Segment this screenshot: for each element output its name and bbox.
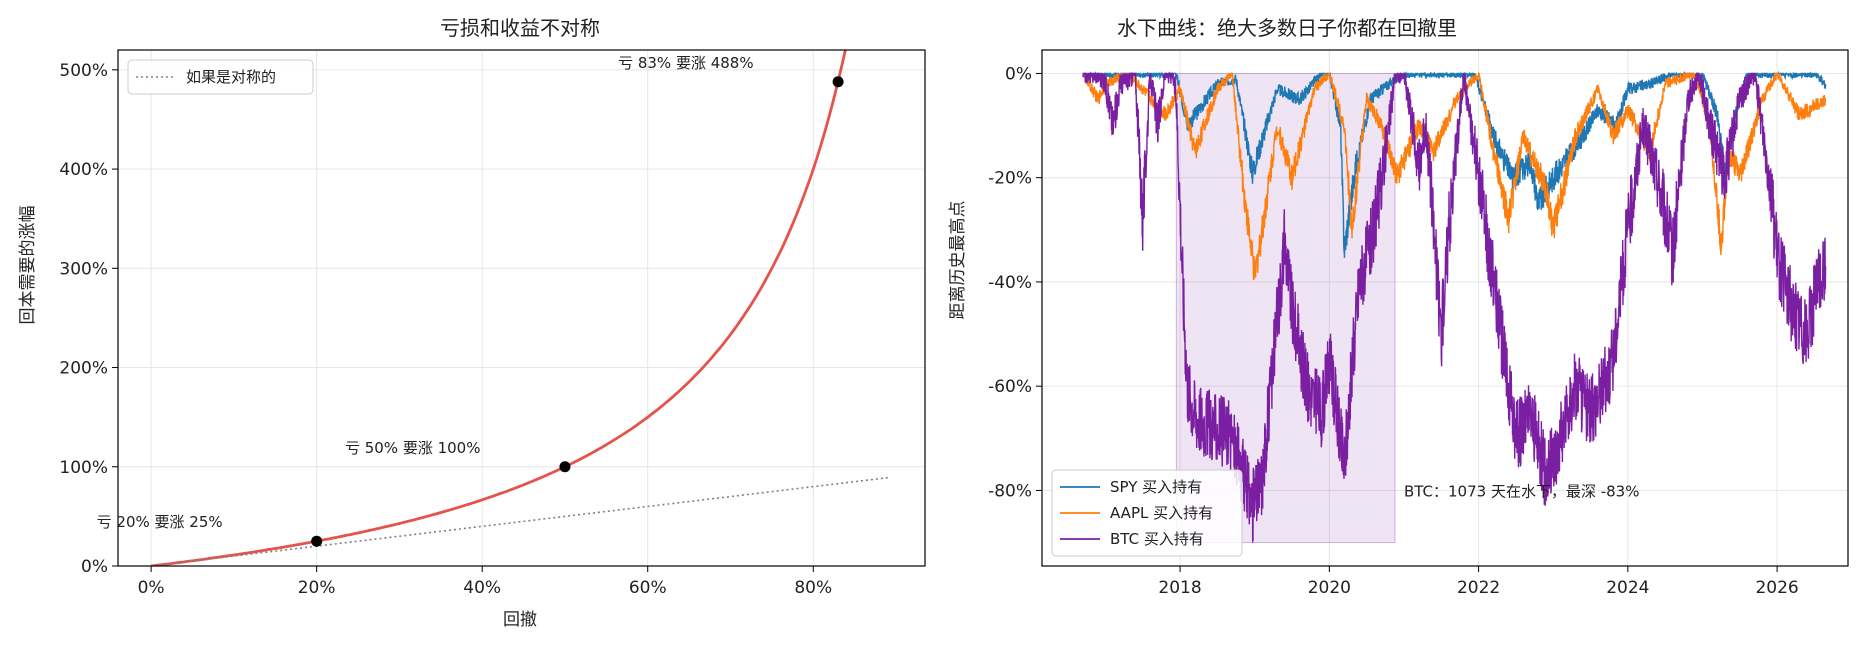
x-tick-label: 2018: [1158, 578, 1201, 598]
x-tick-label: 2026: [1755, 578, 1798, 598]
y-tick-label: 0%: [1005, 64, 1032, 84]
y-tick-label: 0%: [81, 557, 108, 577]
x-axis-label: 回撤: [503, 610, 537, 630]
series-line: [150, 50, 847, 566]
x-tick-label: 40%: [463, 578, 501, 598]
legend-box: [127, 59, 314, 95]
x-tick-label: 2024: [1606, 578, 1649, 598]
y-tick-label: 200%: [59, 359, 108, 379]
y-axis: 0% 100% 200% 300% 400% 500%: [59, 61, 118, 577]
annotation-text: BTC：1073 天在水下，最深 -83%: [1404, 482, 1640, 500]
y-tick-label: -40%: [988, 273, 1032, 293]
plot-area: [1041, 49, 1849, 567]
y-axis-label: 距离历史最高点: [948, 201, 968, 320]
y-tick-label: 400%: [59, 160, 108, 180]
highlight-point: [559, 461, 571, 473]
series-line: [151, 476, 888, 566]
drawdown-asymmetry-chart: 亏损和收益不对称 亏 20% 要涨 25% 亏 50% 要涨 100% 亏 83% …: [18, 16, 926, 630]
series-lines: [1082, 70, 1827, 544]
y-tick-label: 300%: [59, 259, 108, 279]
x-tick-label: 20%: [298, 578, 336, 598]
y-tick-label: 500%: [59, 61, 108, 81]
y-tick-label: -20%: [988, 169, 1032, 189]
x-tick-label: 60%: [629, 578, 667, 598]
x-tick-label: 2020: [1308, 578, 1351, 598]
plot-area: [117, 49, 926, 567]
y-tick-label: 100%: [59, 458, 108, 478]
legend-label: AAPL 买入持有: [1110, 504, 1213, 522]
legend-label: BTC 买入持有: [1110, 530, 1204, 548]
x-tick-label: 0%: [138, 578, 165, 598]
legend: 如果是对称的: [127, 59, 314, 95]
x-axis: 2018 2020 2022 2024 2026: [1158, 566, 1799, 598]
legend-label: SPY 买入持有: [1110, 478, 1202, 496]
point-annotation: 亏 50% 要涨 100%: [345, 439, 481, 457]
x-tick-label: 2022: [1457, 578, 1500, 598]
chart-title: 水下曲线：绝大多数日子你都在回撤里: [1117, 16, 1457, 40]
highlight-point: [311, 535, 323, 547]
y-tick-label: -60%: [988, 377, 1032, 397]
y-tick-label: -80%: [988, 481, 1032, 501]
series-line: [1082, 70, 1827, 258]
chart-title: 亏损和收益不对称: [440, 16, 600, 40]
highlight-points: [311, 76, 844, 547]
legend-box: [1051, 469, 1243, 557]
annotations: BTC：1073 天在水下，最深 -83%: [1404, 482, 1640, 500]
annotations: 亏 20% 要涨 25% 亏 50% 要涨 100% 亏 83% 要涨 488%: [97, 54, 754, 531]
series-lines: [150, 50, 888, 566]
x-tick-label: 80%: [794, 578, 832, 598]
highlight-point: [832, 76, 844, 88]
legend-label: 如果是对称的: [186, 68, 276, 86]
y-axis: 0% -20% -40% -60% -80%: [988, 64, 1042, 501]
y-axis-label: 回本需要的涨幅: [18, 206, 38, 325]
legend: SPY 买入持有 AAPL 买入持有 BTC 买入持有: [1051, 469, 1243, 557]
point-annotation: 亏 20% 要涨 25%: [97, 513, 223, 531]
point-annotation: 亏 83% 要涨 488%: [618, 54, 754, 72]
series-line: [1082, 71, 1827, 544]
underwater-curve-chart: 水下曲线：绝大多数日子你都在回撤里 BTC：1073 天在水下，最深 -83% …: [948, 16, 1849, 598]
x-axis: 0% 20% 40% 60% 80%: [138, 566, 832, 598]
